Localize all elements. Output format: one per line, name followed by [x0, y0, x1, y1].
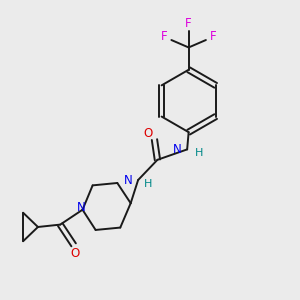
Text: F: F	[185, 17, 192, 30]
Text: H: H	[144, 179, 152, 190]
Text: N: N	[173, 143, 182, 156]
Text: F: F	[210, 30, 217, 43]
Text: F: F	[161, 30, 167, 43]
Text: O: O	[143, 127, 152, 140]
Text: N: N	[124, 173, 133, 187]
Text: N: N	[77, 201, 85, 214]
Text: O: O	[70, 247, 80, 260]
Text: H: H	[195, 148, 203, 158]
